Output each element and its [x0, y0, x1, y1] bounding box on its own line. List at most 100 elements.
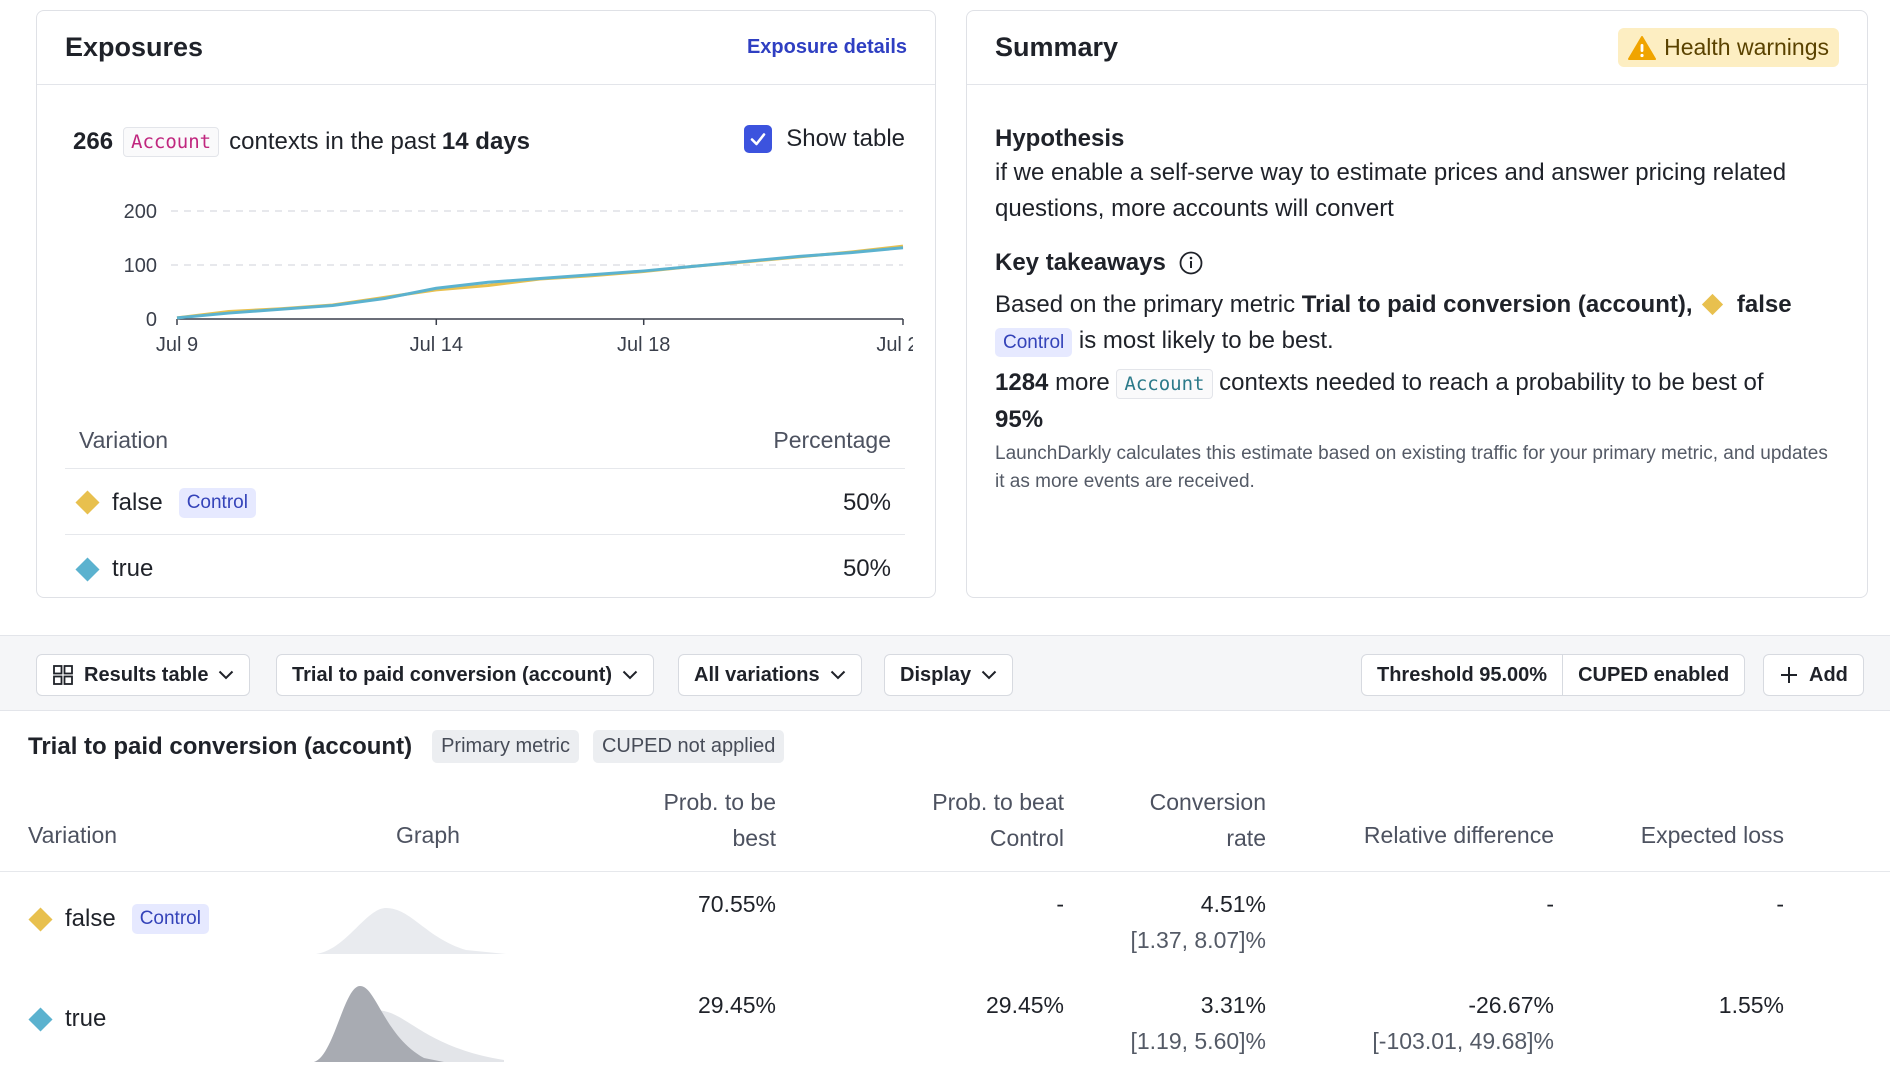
chevron-down-icon	[830, 670, 845, 680]
exposure-table-header: Variation Percentage	[65, 413, 905, 469]
control-badge: Control	[178, 487, 256, 518]
exposures-header: Exposures Exposure details	[37, 11, 935, 85]
cuped-button[interactable]: CUPED enabled	[1562, 655, 1744, 695]
relative-value: -	[1546, 891, 1554, 917]
threshold-button[interactable]: Threshold 95.00%	[1377, 663, 1548, 686]
plus-icon	[1781, 667, 1797, 683]
variation-name: false	[112, 488, 163, 516]
loss-value: -	[1776, 891, 1784, 917]
diamond-icon	[1702, 293, 1724, 316]
distribution-graph	[316, 908, 506, 954]
health-warnings-label: Health warnings	[1664, 34, 1829, 60]
x-tick-label: Jul 23	[876, 334, 913, 356]
exposure-details-link[interactable]: Exposure details	[746, 36, 907, 58]
diamond-icon	[75, 490, 100, 515]
col-prob-beat-line1: Prob. to beat	[932, 789, 1064, 815]
results-table-button[interactable]: Results table	[36, 654, 251, 696]
show-table-toggle[interactable]: Show table	[744, 125, 905, 153]
results-table-label: Results table	[84, 663, 209, 686]
control-badge: Control	[131, 904, 209, 934]
summary-card: Summary Health warnings Hypothesis if we…	[966, 10, 1868, 598]
metric-select[interactable]: Trial to paid conversion (account)	[276, 654, 655, 696]
variation-name: true	[112, 555, 154, 582]
col-prob-best-line2: best	[732, 825, 776, 851]
loss-value: 1.55%	[1718, 992, 1784, 1018]
check-icon	[750, 133, 766, 146]
info-icon[interactable]	[1178, 250, 1204, 276]
col-graph: Graph	[396, 822, 460, 848]
variations-select[interactable]: All variations	[678, 654, 862, 696]
conversion-interval: [1.37, 8.07]%	[1130, 927, 1266, 953]
x-tick-label: Jul 9	[156, 334, 198, 356]
col-prob-beat-line2: Control	[989, 825, 1064, 851]
context-kind-tag: Account	[123, 127, 220, 157]
header-variation: Variation	[79, 427, 169, 453]
primary-metric-badge: Primary metric	[432, 730, 579, 763]
prob-beat-value: 29.45%	[985, 992, 1064, 1018]
diamond-icon	[75, 556, 100, 582]
chevron-down-icon	[981, 670, 997, 680]
variation-name: false	[65, 905, 116, 932]
metric-title: Trial to paid conversion (account)	[28, 732, 413, 760]
needed-more: more	[1055, 369, 1110, 396]
context-text: contexts in the past	[229, 128, 436, 155]
show-table-checkbox[interactable]	[744, 125, 773, 153]
prob-best-value: 29.45%	[697, 992, 776, 1018]
control-badge: Control	[995, 328, 1073, 357]
series-line	[176, 246, 904, 320]
y-tick-label: 100	[124, 255, 157, 277]
header-percentage: Percentage	[773, 427, 891, 453]
takeaway-prefix: Based on the primary metric	[995, 291, 1296, 318]
conversion-value: 3.31% [1.19, 5.60]%	[1130, 987, 1266, 1059]
hypothesis-text: if we enable a self-serve way to estimat…	[995, 159, 1787, 222]
add-button[interactable]: Add	[1763, 654, 1864, 696]
prob-beat-value: -	[1056, 891, 1064, 917]
conversion-rate: 4.51%	[1200, 891, 1266, 917]
needed-count: 1284	[995, 369, 1049, 396]
chevron-down-icon	[219, 670, 234, 680]
health-warnings-button[interactable]: Health warnings	[1618, 28, 1839, 67]
exposure-period: 14 days	[441, 128, 530, 155]
needed-probability: 95%	[995, 406, 1044, 433]
variation-percent: 50%	[842, 488, 891, 516]
metric-heading: Trial to paid conversion (account) Prima…	[28, 730, 785, 763]
results-toolbar: Results table Trial to paid conversion (…	[0, 635, 1890, 711]
distribution-graph	[314, 986, 504, 1062]
exposures-chart: 0 100 200 Jul 9 Jul 14 Jul 18 Jul 23	[124, 201, 913, 356]
table-row: false Control 50%	[65, 471, 905, 535]
takeaway-metric: Trial to paid conversion (account),	[1301, 291, 1693, 318]
context-kind-tag: Account	[1116, 369, 1213, 399]
prob-best-value: 70.55%	[697, 891, 776, 917]
table-row: true 50%	[65, 537, 905, 597]
show-table-label: Show table	[786, 125, 905, 152]
summary-header: Summary Health warnings	[967, 11, 1867, 85]
relative-value: -26.67% [-103.01, 49.68]%	[1372, 987, 1554, 1059]
estimate-note: LaunchDarkly calculates this estimate ba…	[995, 443, 1828, 492]
col-prob-best-line1: Prob. to be	[663, 789, 776, 815]
variation-name: true	[65, 1005, 107, 1032]
exposures-card: Exposures Exposure details 266 Account c…	[36, 10, 936, 598]
takeaway-suffix: is most likely to be best.	[1078, 327, 1334, 354]
summary-title: Summary	[995, 32, 1119, 62]
col-conversion-line1: Conversion	[1149, 789, 1266, 815]
diamond-icon	[28, 906, 53, 932]
diamond-icon	[28, 1006, 53, 1032]
x-tick-label: Jul 14	[410, 334, 463, 356]
display-select[interactable]: Display	[884, 654, 1014, 696]
display-select-label: Display	[900, 663, 972, 686]
variations-select-label: All variations	[694, 663, 820, 686]
col-variation: Variation	[28, 822, 118, 848]
col-prob-beat: Prob. to beat Control	[932, 784, 1064, 856]
exposure-count: 266	[73, 128, 114, 155]
col-conversion-line2: rate	[1226, 825, 1266, 851]
conversion-interval: [1.19, 5.60]%	[1130, 1028, 1266, 1054]
analysis-settings-group: Threshold 95.00% CUPED enabled	[1361, 654, 1746, 696]
takeaway-variation: false	[1736, 291, 1792, 318]
col-prob-best: Prob. to be best	[663, 784, 776, 856]
table-divider	[0, 871, 1890, 872]
y-tick-label: 0	[146, 309, 157, 331]
conversion-rate: 3.31%	[1200, 992, 1266, 1018]
y-tick-label: 200	[124, 201, 157, 223]
relative-interval: [-103.01, 49.68]%	[1372, 1028, 1554, 1054]
hypothesis-label: Hypothesis	[995, 125, 1125, 152]
